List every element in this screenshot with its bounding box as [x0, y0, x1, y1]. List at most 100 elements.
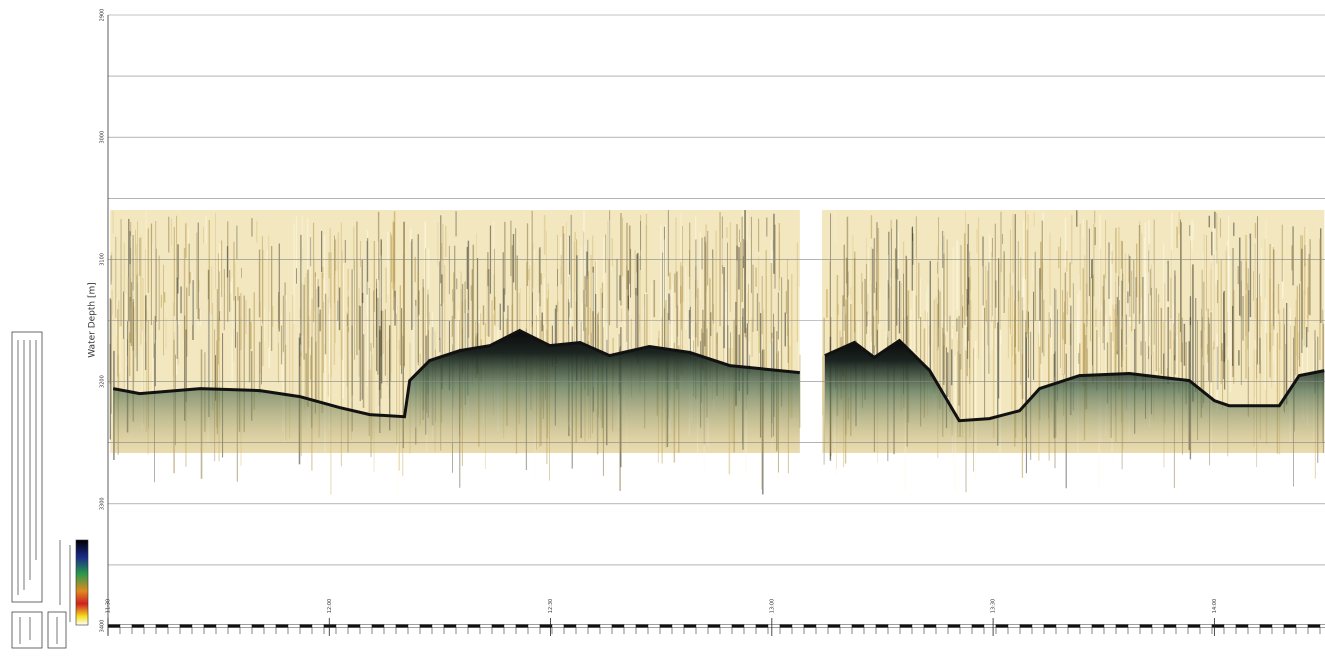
time-scale-segment: [911, 624, 925, 628]
time-scale-segment: [1007, 624, 1021, 628]
time-scale-segment: [815, 624, 829, 628]
time-scale-segment: [791, 624, 805, 628]
time-scale-segment: [1151, 624, 1165, 628]
time-scale-segment: [407, 624, 421, 628]
y-tick-label: 3300: [100, 497, 106, 510]
time-scale-segment: [959, 624, 973, 628]
x-tick-label: 13:30: [991, 599, 997, 613]
time-scale-segment: [1043, 624, 1057, 628]
x-tick-label: 12:00: [327, 599, 333, 613]
time-scale-segment: [1115, 624, 1129, 628]
y-tick-label: 2900: [100, 9, 106, 22]
time-scale-segment: [1271, 624, 1285, 628]
time-scale-segment: [1319, 624, 1325, 628]
time-scale-segment: [395, 624, 409, 628]
time-scale-segment: [455, 624, 469, 628]
seafloor-shadow: [824, 340, 1325, 453]
time-scale-segment: [995, 624, 1009, 628]
time-scale-segment: [1211, 624, 1225, 628]
x-tick-label: 11:30: [106, 599, 112, 613]
time-scale-segment: [1259, 624, 1273, 628]
time-scale-segment: [119, 624, 133, 628]
time-scale-segment: [491, 624, 505, 628]
color-bar: [75, 539, 89, 626]
time-scale-segment: [599, 624, 613, 628]
time-scale-segment: [1031, 624, 1045, 628]
time-scale-segment: [623, 624, 637, 628]
plot-layer: 2900 3000 3100 3200 3300 3400 11:30 12:00 12:30 1…: [100, 9, 1325, 636]
time-scale-segment: [575, 624, 589, 628]
time-scale-segment: [1283, 624, 1297, 628]
info-box: [11, 611, 43, 649]
time-scale-segment: [1091, 624, 1105, 628]
time-scale-segment: [1223, 624, 1237, 628]
time-scale-segment: [563, 624, 577, 628]
time-scale-segment: [971, 624, 985, 628]
time-scale-segment: [827, 624, 841, 628]
time-scale-segment: [1139, 624, 1153, 628]
time-scale-segment: [647, 624, 661, 628]
time-scale-segment: [335, 624, 349, 628]
time-scale-segment: [551, 624, 565, 628]
time-scale-segment: [731, 624, 745, 628]
time-scale-segment: [155, 624, 169, 628]
time-scale-segment: [683, 624, 697, 628]
time-scale-segment: [467, 624, 481, 628]
time-scale-segment: [167, 624, 181, 628]
time-scale-segment: [515, 624, 529, 628]
time-scale-segment: [707, 624, 721, 628]
time-scale-segment: [311, 624, 325, 628]
time-scale-segment: [1163, 624, 1177, 628]
time-scale-segment: [419, 624, 433, 628]
time-scale-segment: [431, 624, 445, 628]
info-panel: [11, 331, 89, 649]
seafloor-line: [112, 328, 1325, 423]
time-scale-segment: [479, 624, 493, 628]
time-scale-segment: [743, 624, 757, 628]
y-tick-label: 3100: [100, 253, 106, 266]
time-scale-segment: [143, 624, 157, 628]
time-scale-segment: [131, 624, 145, 628]
time-scale-segment: [203, 624, 217, 628]
time-scale-segment: [443, 624, 457, 628]
time-scale-segment: [851, 624, 865, 628]
y-axis-label: Water Depth [m]: [88, 282, 98, 358]
time-scale-segment: [767, 624, 781, 628]
x-tick-label: 14:00: [1212, 599, 1218, 613]
time-scale-segment: [887, 624, 901, 628]
time-scale-segment: [899, 624, 913, 628]
time-scale-segment: [275, 624, 289, 628]
time-scale-segment: [719, 624, 733, 628]
time-scale-segment: [659, 624, 673, 628]
time-scale-segment: [1079, 624, 1093, 628]
time-scale-segment: [875, 624, 889, 628]
time-scale-segment: [1067, 624, 1081, 628]
time-scale-segment: [947, 624, 961, 628]
time-scale-segment: [983, 624, 997, 628]
time-scale-segment: [635, 624, 649, 628]
time-scale-segment: [935, 624, 949, 628]
time-scale-segment: [863, 624, 877, 628]
time-scale-segment: [587, 624, 601, 628]
time-scale-segment: [323, 624, 337, 628]
info-box: [11, 331, 43, 603]
time-scale-segment: [347, 624, 361, 628]
time-scale-segment: [779, 624, 793, 628]
time-scale-segment: [1295, 624, 1309, 628]
time-scale-segment: [239, 624, 253, 628]
time-scale-segment: [251, 624, 265, 628]
time-scale-segment: [287, 624, 301, 628]
y-tick-label: 3400: [100, 620, 106, 633]
seafloor-shadow: [113, 330, 800, 453]
time-scale-segment: [611, 624, 625, 628]
time-scale-segment: [1175, 624, 1189, 628]
time-scale-segment: [1199, 624, 1213, 628]
time-scale-segment: [671, 624, 685, 628]
time-scale-segment: [215, 624, 229, 628]
time-scale-segment: [371, 624, 385, 628]
time-scale-segment: [359, 624, 373, 628]
time-scale-segment: [299, 624, 313, 628]
time-scale-segment: [1127, 624, 1141, 628]
